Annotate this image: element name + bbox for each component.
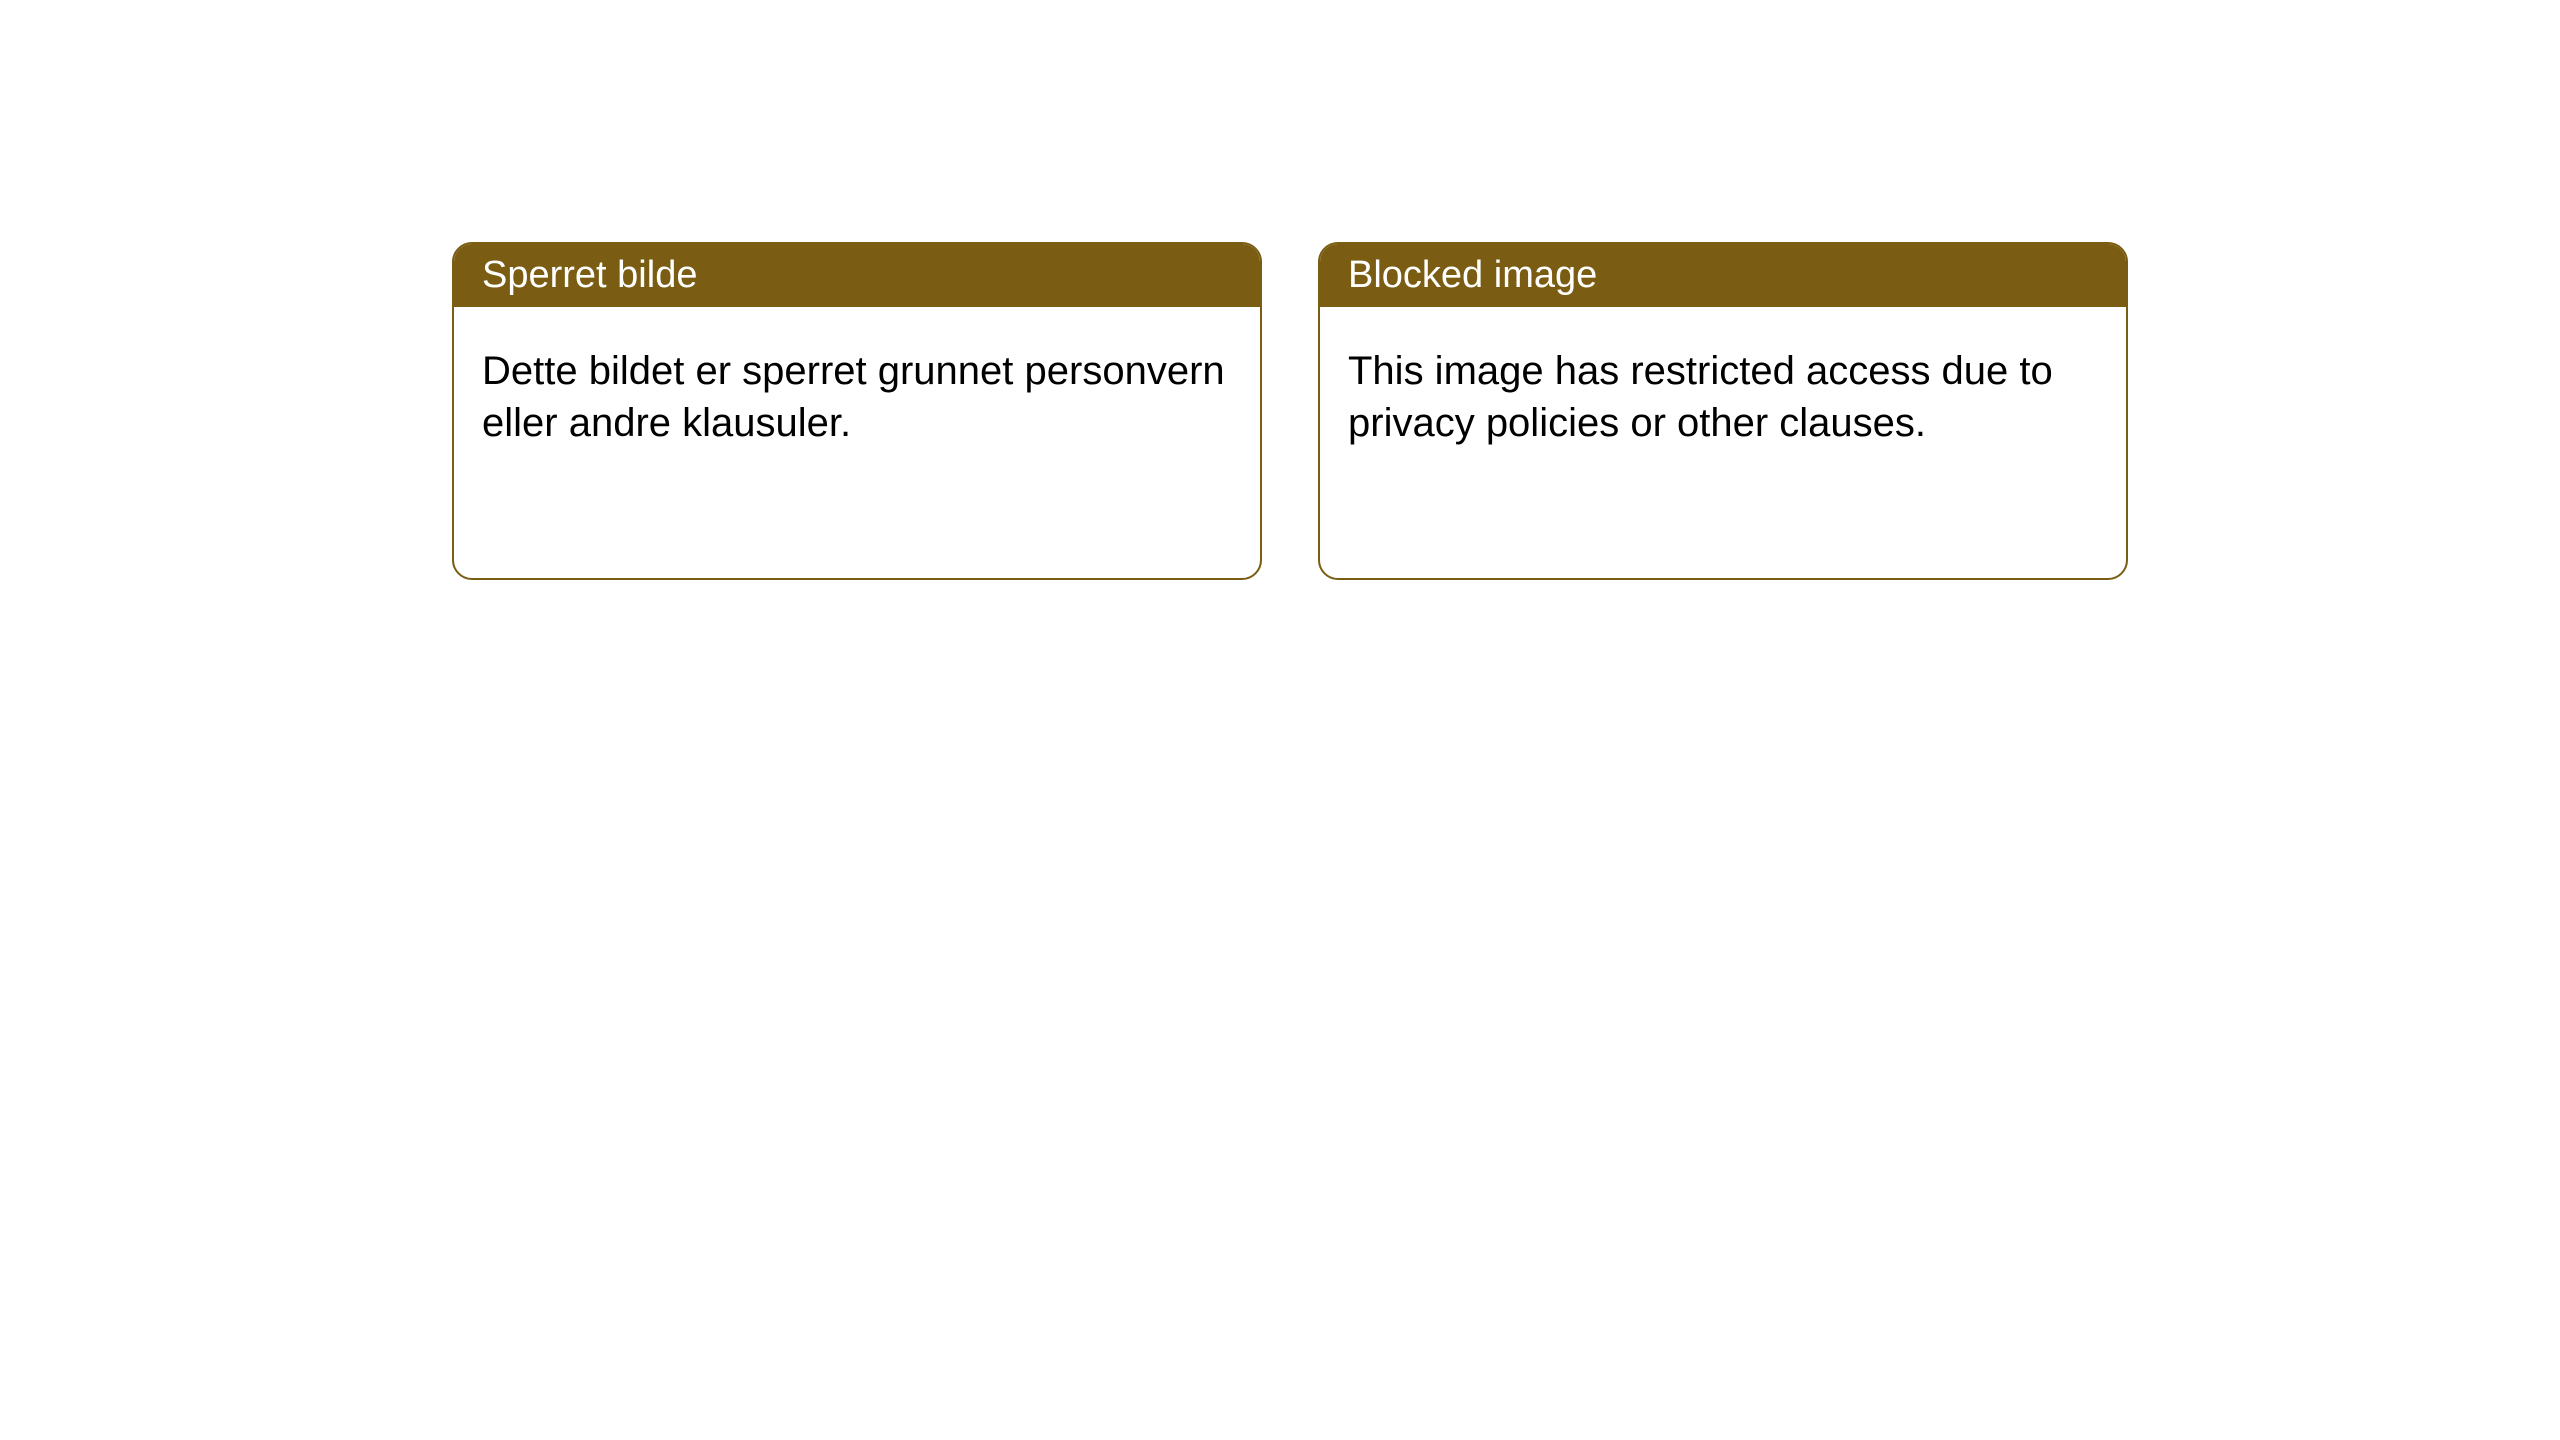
card-body: Dette bildet er sperret grunnet personve… <box>454 307 1260 487</box>
card-header: Sperret bilde <box>454 244 1260 307</box>
card-title: Sperret bilde <box>482 254 697 296</box>
card-header: Blocked image <box>1320 244 2126 307</box>
card-body-text: This image has restricted access due to … <box>1348 349 2053 445</box>
card-title: Blocked image <box>1348 254 1597 296</box>
blocked-image-card-english: Blocked image This image has restricted … <box>1318 242 2128 580</box>
card-body-text: Dette bildet er sperret grunnet personve… <box>482 349 1225 445</box>
notice-container: Sperret bilde Dette bildet er sperret gr… <box>0 0 2560 580</box>
blocked-image-card-norwegian: Sperret bilde Dette bildet er sperret gr… <box>452 242 1262 580</box>
card-body: This image has restricted access due to … <box>1320 307 2126 487</box>
